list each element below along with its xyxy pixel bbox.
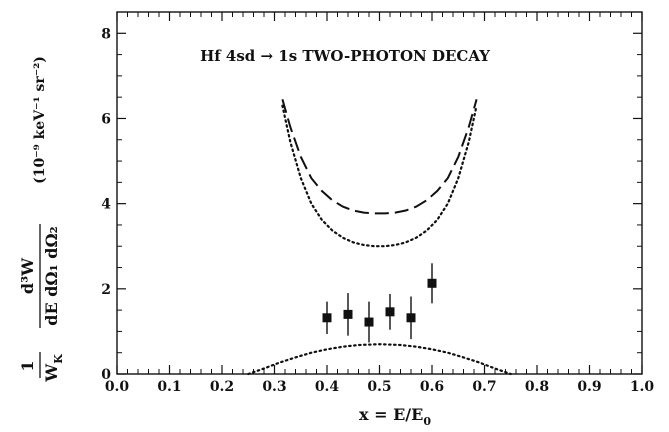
- dotted-curve-1: [281, 104, 478, 248]
- y-tick-label: 2: [101, 282, 111, 298]
- x-tick-labels: 0.0 0.1 0.2 0.3 0.4 0.5 0.6 0.7 0.8 0.9 1.0: [105, 379, 655, 395]
- data-point: [343, 309, 353, 319]
- data-point: [322, 313, 332, 323]
- x-tick-label: 0.8: [525, 379, 549, 395]
- axis-ticks: [116, 12, 643, 375]
- y-label-frac2-num: d³W: [18, 257, 37, 294]
- x-tick-label: 0.0: [105, 379, 130, 395]
- y-label-frac1-den: WK: [42, 354, 65, 383]
- x-tick-label: 0.6: [420, 379, 444, 395]
- y-tick-label: 4: [101, 197, 111, 213]
- chart-title: Hf 4sd → 1s TWO-PHOTON DECAY: [200, 47, 490, 65]
- y-axis-label: 1 WK d³W dE dΩ₁ dΩ₂ (10⁻⁹ keV⁻¹ sr⁻²): [18, 56, 65, 383]
- plot-frame: [116, 11, 643, 375]
- y-tick-label: 6: [101, 111, 111, 127]
- dotted-curve-2: [247, 343, 512, 376]
- data-point: [406, 313, 416, 323]
- x-tick-label: 0.2: [210, 379, 234, 395]
- theory-curves: [247, 99, 512, 376]
- data-points: [322, 263, 437, 343]
- data-point: [427, 278, 437, 288]
- data-point: [385, 307, 395, 317]
- y-label-frac2-den: dE dΩ₁ dΩ₂: [42, 226, 61, 325]
- x-axis-label: x = E/E0: [359, 405, 431, 428]
- x-tick-label: 1.0: [630, 379, 655, 395]
- dashed-curve-0: [281, 99, 478, 215]
- x-tick-label: 0.9: [577, 379, 601, 395]
- y-tick-label: 8: [101, 26, 111, 42]
- x-tick-label: 0.3: [262, 379, 286, 395]
- x-tick-label: 0.4: [315, 379, 340, 395]
- y-tick-label: 0: [101, 367, 111, 383]
- y-label-units: (10⁻⁹ keV⁻¹ sr⁻²): [32, 56, 48, 184]
- y-tick-labels: 0 2 4 6 8: [101, 26, 111, 383]
- x-tick-label: 0.1: [157, 379, 181, 395]
- x-tick-label: 0.7: [472, 379, 496, 395]
- y-label-frac1-num: 1: [18, 360, 37, 371]
- data-point: [364, 317, 374, 327]
- x-tick-label: 0.5: [367, 379, 391, 395]
